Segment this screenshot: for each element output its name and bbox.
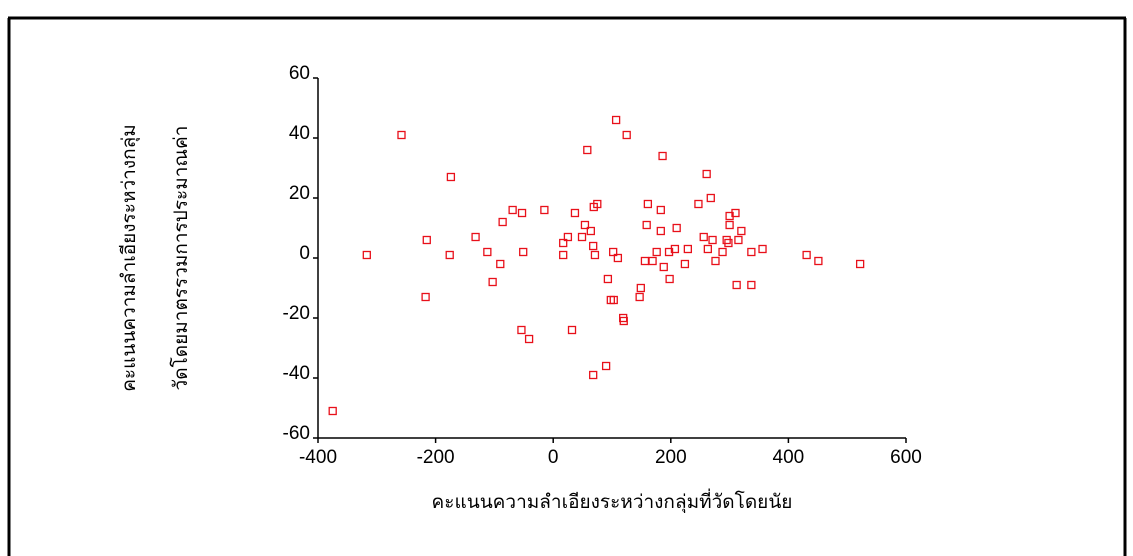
point: [540, 205, 549, 215]
point: [519, 247, 528, 257]
point: [665, 274, 674, 284]
point: [496, 259, 505, 269]
point: [732, 280, 741, 290]
point: [611, 115, 621, 125]
point: [445, 250, 454, 260]
point: [658, 151, 667, 161]
point: [397, 130, 406, 140]
y-tick-label: -20: [283, 303, 310, 324]
y-axis-label: วัดโดยมาตรรวมการประมาณค่า: [169, 126, 192, 391]
y-tick-label: 60: [289, 63, 310, 84]
y-tick-label: -60: [283, 423, 310, 444]
point: [570, 208, 580, 218]
point: [636, 283, 645, 293]
point: [670, 244, 680, 254]
point: [622, 130, 631, 140]
point: [613, 253, 623, 263]
point: [635, 292, 644, 302]
point: [737, 226, 746, 236]
point: [659, 262, 668, 272]
point: [640, 256, 650, 266]
point: [758, 244, 767, 254]
point: [471, 232, 480, 242]
x-tick-label: 400: [773, 447, 805, 468]
point: [699, 232, 708, 242]
point: [580, 220, 590, 230]
point: [589, 241, 598, 251]
x-axis-label: คะแนนความลำเอียงระหว่างกลุ่มที่วัดโดยนัย: [432, 488, 793, 514]
point: [517, 208, 527, 218]
point: [652, 247, 661, 257]
point: [328, 406, 337, 416]
y-axis-label: คะแนนความลำเอียงระหว่างกลุ่ม: [118, 124, 141, 392]
point: [524, 334, 534, 344]
point: [747, 280, 756, 290]
point: [559, 250, 568, 260]
point: [680, 259, 690, 269]
point: [590, 250, 600, 260]
point: [731, 208, 740, 218]
point: [672, 223, 681, 233]
point: [703, 244, 712, 254]
x-tick-label: -400: [299, 447, 337, 468]
point: [711, 256, 720, 266]
point: [814, 256, 823, 266]
x-tick-label: -200: [417, 447, 455, 468]
point: [586, 226, 595, 236]
point: [648, 256, 657, 266]
point: [718, 247, 727, 257]
point: [559, 238, 568, 248]
point: [563, 232, 573, 242]
point: [583, 145, 592, 155]
point: [488, 277, 497, 287]
point: [643, 199, 653, 209]
point: [609, 247, 618, 257]
point: [421, 292, 430, 302]
point: [642, 220, 651, 230]
point: [362, 250, 371, 260]
y-tick-label: -40: [283, 363, 310, 384]
point: [708, 235, 717, 245]
point: [601, 361, 611, 371]
point: [589, 370, 598, 380]
x-tick-label: 0: [548, 447, 559, 468]
point: [603, 274, 613, 284]
point: [694, 199, 703, 209]
point: [683, 244, 693, 254]
point: [593, 199, 602, 209]
point: [508, 205, 517, 215]
point: [656, 205, 665, 215]
point: [577, 232, 587, 242]
point: [747, 247, 756, 257]
point: [498, 217, 507, 227]
point: [619, 316, 628, 326]
y-tick-label: 20: [289, 183, 310, 204]
point: [656, 226, 665, 236]
point: [734, 235, 743, 245]
point: [706, 193, 715, 203]
y-tick-label: 0: [299, 243, 310, 264]
point: [446, 172, 456, 182]
point: [724, 238, 733, 248]
point: [567, 325, 577, 335]
y-tick-label: 40: [289, 123, 310, 144]
point: [702, 169, 711, 179]
point: [802, 250, 811, 260]
point: [517, 325, 526, 335]
point: [422, 235, 431, 245]
x-tick-label: 600: [890, 447, 922, 468]
point: [725, 220, 734, 230]
x-tick-label: 200: [655, 447, 687, 468]
point: [483, 247, 492, 257]
point: [609, 295, 618, 305]
point: [855, 259, 865, 269]
